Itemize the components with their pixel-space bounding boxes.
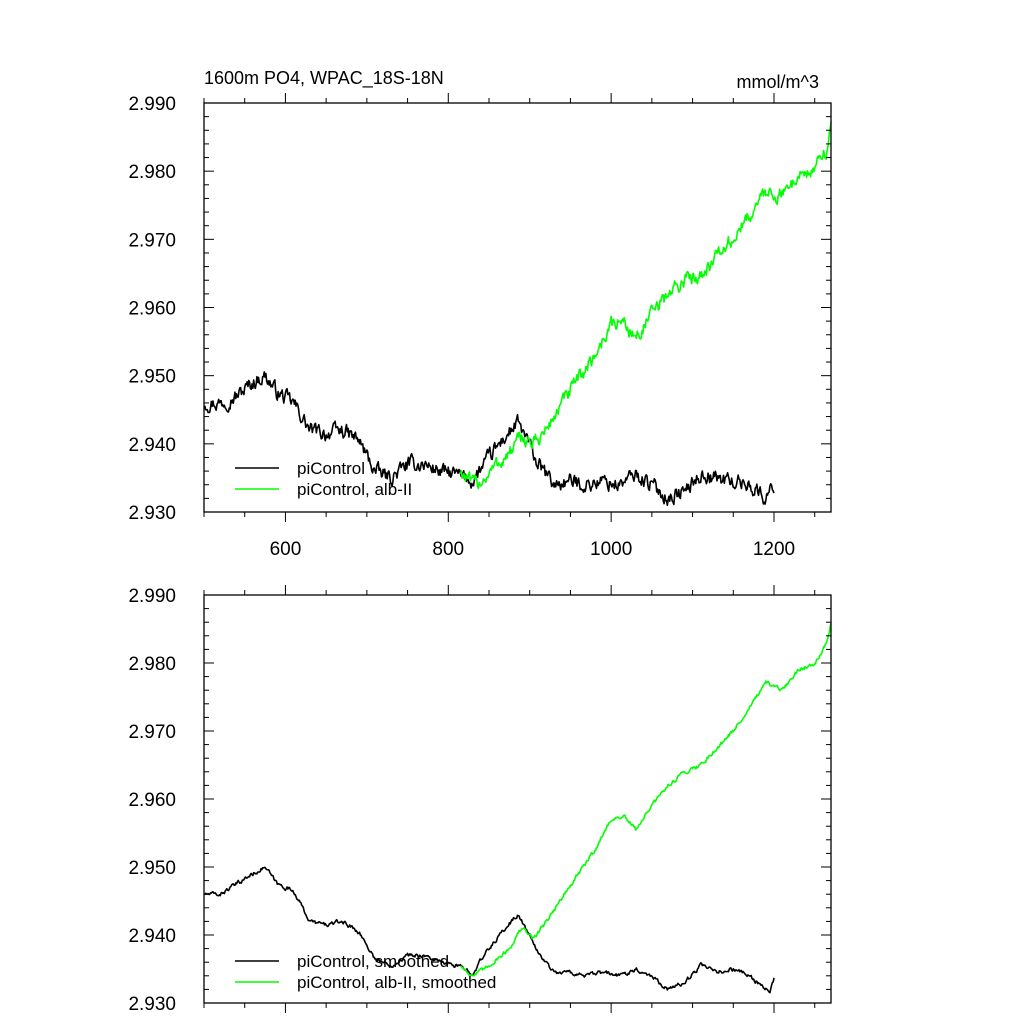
x-tick-label: 800 [432,539,464,560]
y-tick-label: 2.930 [128,503,176,524]
x-tick-label: 1200 [753,539,795,560]
y-tick-label: 2.970 [128,722,176,743]
series-line-1 [204,866,775,994]
x-tick-label: 1000 [590,539,632,560]
y-tick-label: 2.980 [128,162,176,183]
y-tick-label: 2.970 [128,230,176,251]
legend-label: piControl, alb-II [297,480,412,499]
chart-units: mmol/m^3 [737,72,819,92]
y-tick-label: 2.950 [128,367,176,388]
panel-bottom: 2.930 2.940 2.950 2.960 2.970 2.980 2.990 piCon… [128,585,832,1015]
y-tick-label: 2.930 [128,994,176,1015]
plot-frame [203,594,832,1004]
panel-top: 600 800 1000 1200 2.930 2.940 2.950 2.960 2.970 2… [128,68,832,560]
series-line-2 [460,623,832,977]
legend-label: piControl, smoothed [297,952,449,971]
y-tick-label: 2.940 [128,435,176,456]
series-line-1 [204,371,775,507]
legend-label: piControl [297,459,365,478]
y-tick-label: 2.990 [128,586,176,607]
y-tick-label: 2.990 [128,94,176,115]
y-tick-label: 2.960 [128,790,176,811]
series-line-2 [459,121,832,490]
y-tick-label: 2.940 [128,926,176,947]
plot-frame [203,102,832,513]
y-tick-label: 2.980 [128,654,176,675]
chart-title: 1600m PO4, WPAC_18S-18N [204,68,444,89]
y-tick-label: 2.960 [128,299,176,320]
legend-label: piControl, alb-II, smoothed [297,973,496,992]
y-tick-label: 2.950 [128,858,176,879]
x-tick-label: 600 [270,539,302,560]
